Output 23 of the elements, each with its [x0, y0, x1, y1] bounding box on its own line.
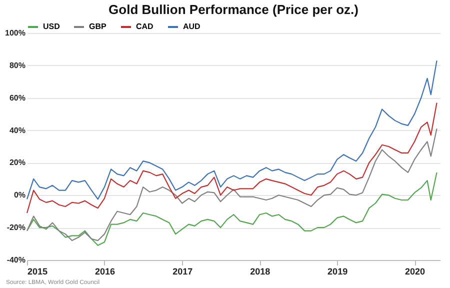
y-tick-label: 0%: [14, 190, 26, 200]
y-tick-label: 40%: [9, 126, 26, 135]
legend-label: AUD: [183, 22, 201, 31]
y-tick-label: -40%: [6, 256, 26, 264]
y-tick-label: 100%: [5, 28, 26, 38]
line-series: [26, 128, 438, 242]
x-tick-label: 2017: [172, 266, 193, 276]
x-tick-label: 2016: [94, 266, 115, 276]
x-tick-label: 2019: [328, 266, 348, 276]
legend-label: CAD: [136, 22, 154, 31]
y-tick-label: 80%: [9, 60, 26, 70]
y-tick-label: -20%: [6, 223, 26, 232]
x-tick-label: 2018: [250, 266, 270, 276]
legend-label: GBP: [89, 22, 107, 31]
line-series: [26, 172, 438, 246]
y-tick-label: 60%: [9, 93, 26, 102]
chart-title: Gold Bullion Performance (Price per oz.): [108, 2, 358, 17]
x-tick-label: 2020: [405, 266, 426, 276]
y-tick-label: 20%: [9, 158, 26, 168]
line-series: [26, 60, 438, 200]
line-series: [26, 102, 438, 214]
legend-label: USD: [43, 22, 60, 31]
x-tick-label: 2015: [28, 266, 48, 276]
